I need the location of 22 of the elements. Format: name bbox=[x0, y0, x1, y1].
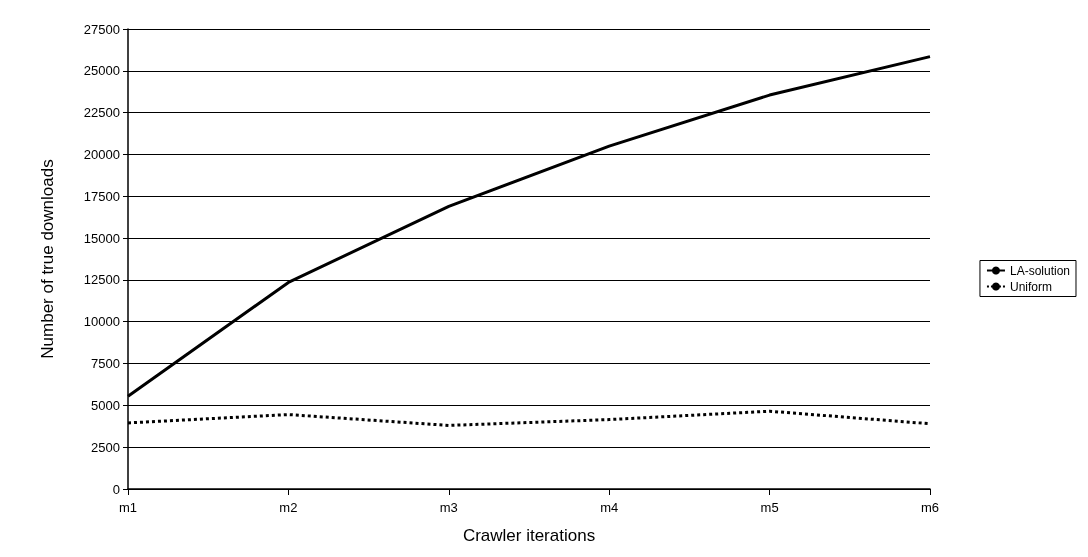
x-tick-label: m3 bbox=[439, 500, 458, 515]
y-tick-label: 17500 bbox=[83, 188, 120, 204]
y-axis-title: Number of true downloads bbox=[38, 159, 57, 359]
y-tick-label: 10000 bbox=[83, 314, 120, 330]
y-tick-label: 25000 bbox=[83, 63, 120, 79]
y-tick-label: 0 bbox=[112, 481, 120, 497]
y-tick-label: 7500 bbox=[91, 356, 120, 372]
y-tick-label: 2500 bbox=[91, 439, 120, 455]
x-tick-label: m4 bbox=[600, 500, 619, 515]
y-tick-label: 5000 bbox=[91, 397, 120, 413]
legend-label: Uniform bbox=[1009, 279, 1052, 294]
x-tick-label: m2 bbox=[279, 500, 298, 515]
legend-label: LA-solution bbox=[1009, 263, 1071, 278]
y-tick-label: 15000 bbox=[83, 230, 120, 246]
x-tick-label: m5 bbox=[760, 500, 779, 515]
x-tick-label: m6 bbox=[920, 500, 940, 515]
y-tick-label: 27500 bbox=[83, 21, 120, 37]
y-tick-label: 20000 bbox=[83, 146, 120, 162]
y-tick-label: 12500 bbox=[83, 272, 120, 288]
x-axis-title: Crawler iterations bbox=[462, 526, 596, 545]
y-tick-label: 22500 bbox=[83, 105, 120, 121]
x-tick-label: m1 bbox=[118, 500, 138, 515]
